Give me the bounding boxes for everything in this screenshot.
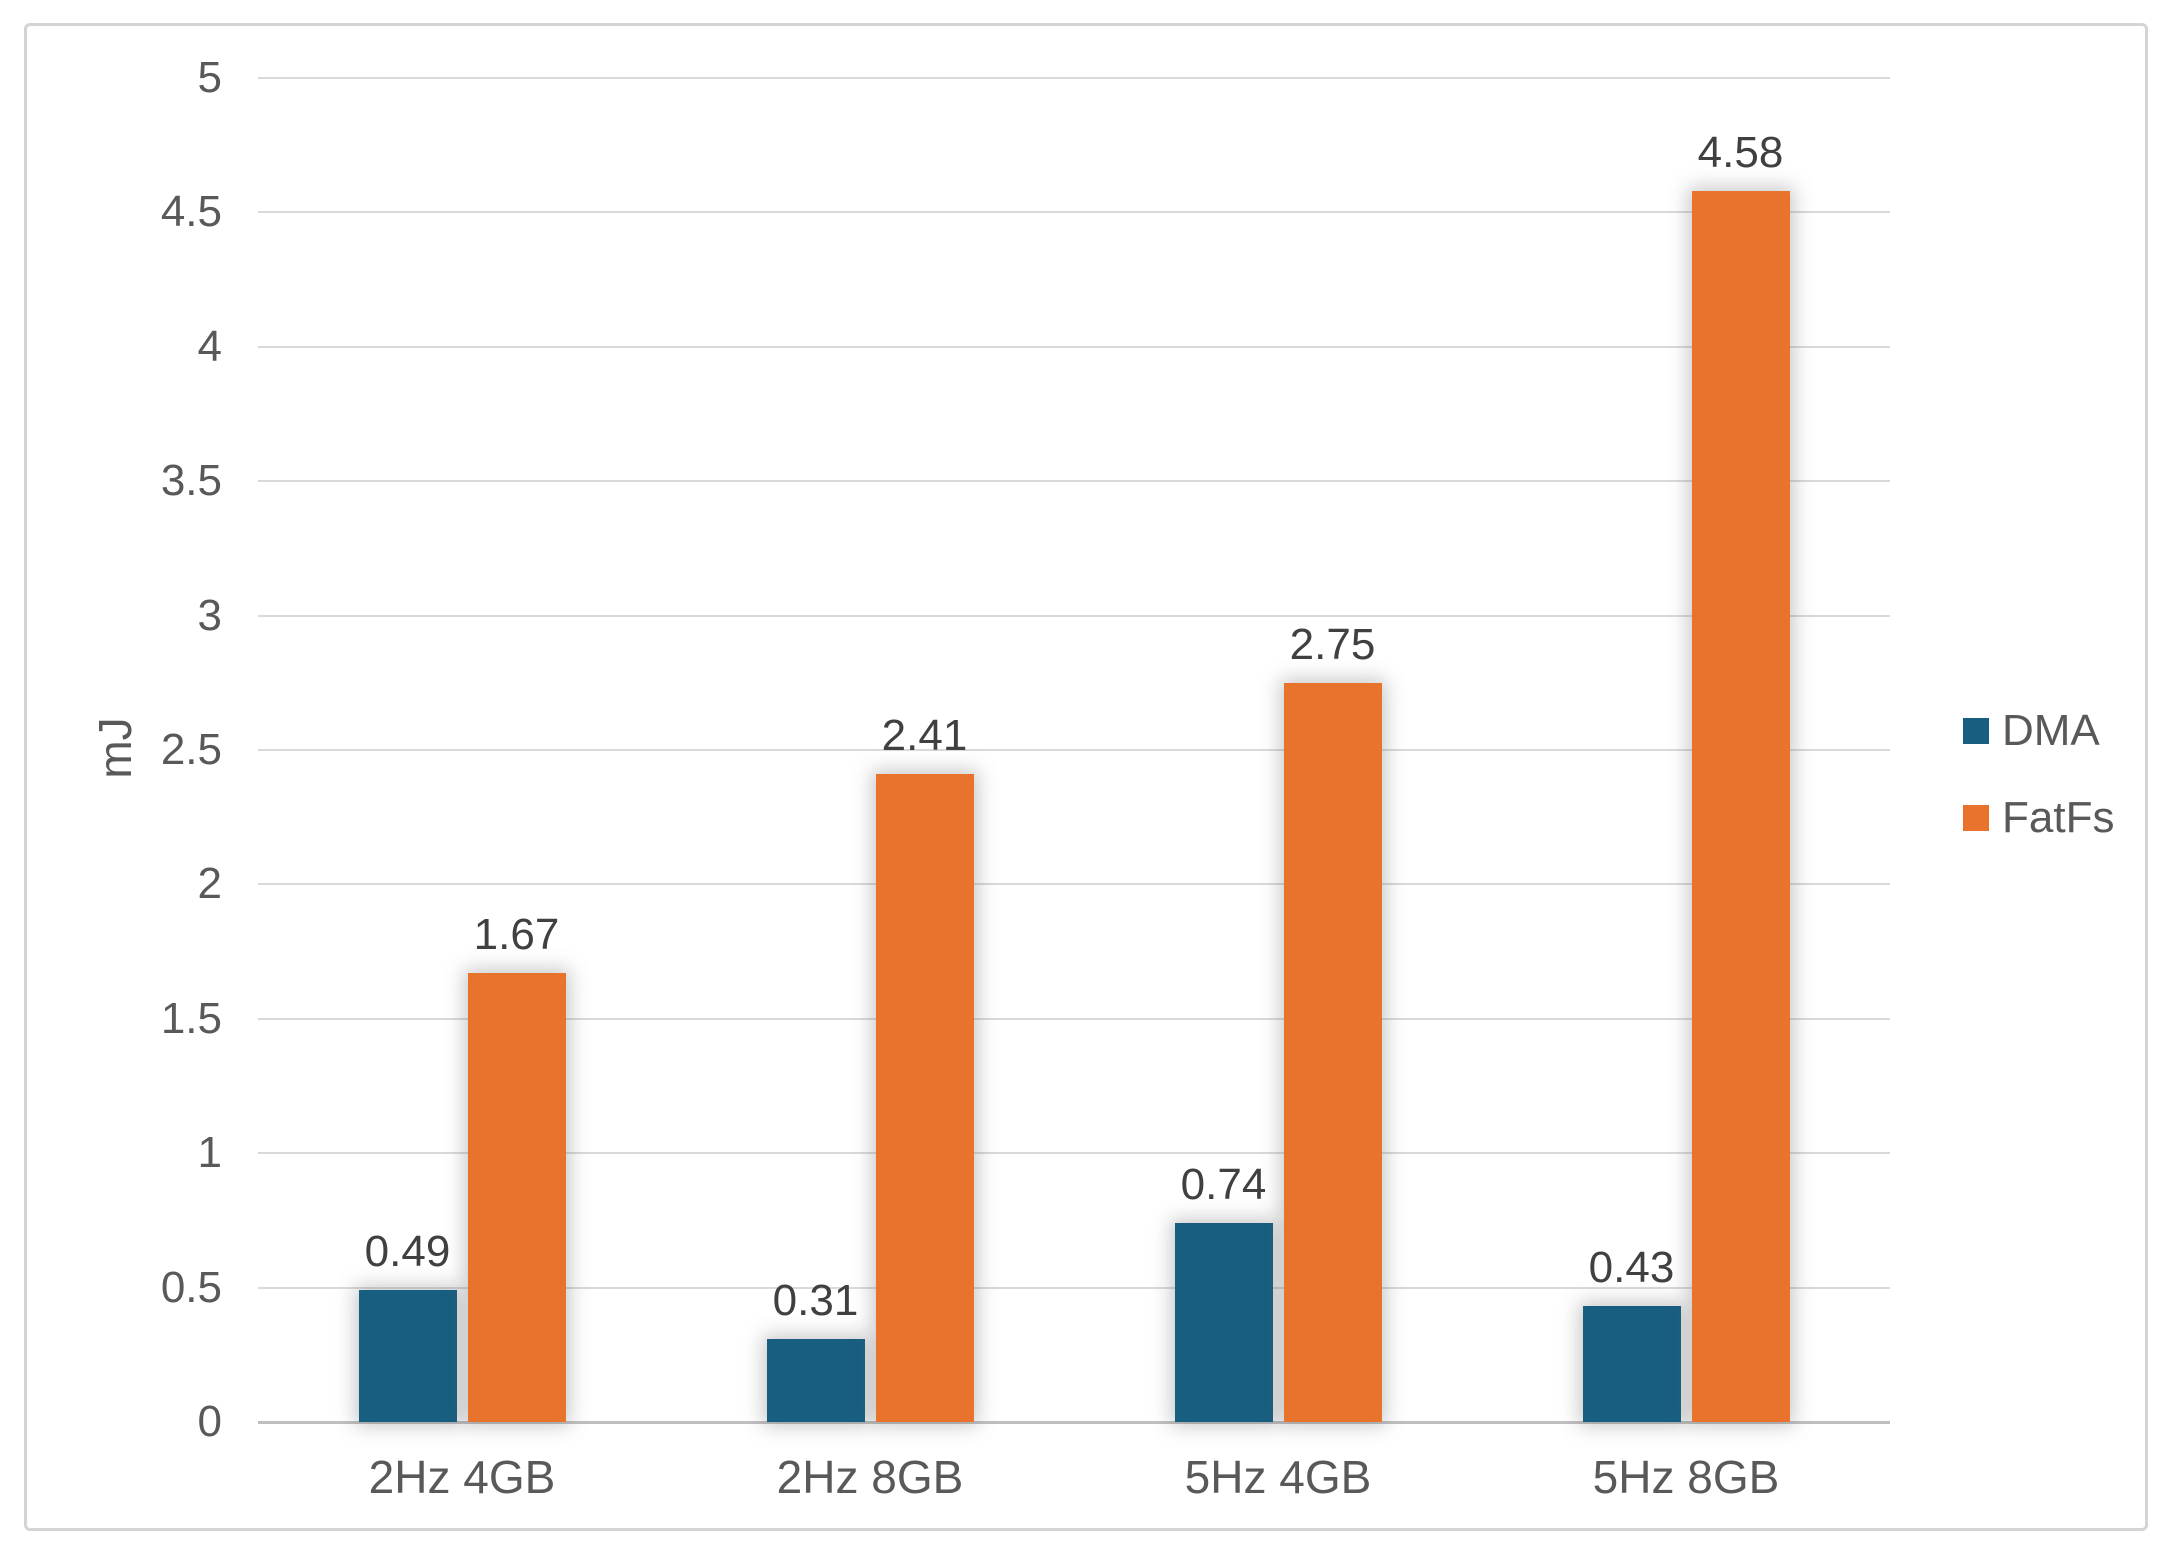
y-tick-label: 0.5 [160, 1262, 222, 1312]
bar-value-label: 0.43 [1588, 1243, 1675, 1292]
x-category-label: 5Hz 8GB [1592, 1451, 1780, 1503]
legend-item-dma: DMA [1963, 706, 2100, 756]
chart-border [24, 23, 2148, 1531]
bar-fatfs [467, 973, 566, 1422]
bar-value-label: 4.58 [1697, 128, 1784, 177]
gridline [258, 480, 1890, 483]
gridline [258, 883, 1890, 886]
y-tick-label: 5 [197, 53, 222, 102]
legend-item-label: DMA [2002, 706, 2100, 755]
gridline [258, 614, 1890, 617]
gridline [258, 211, 1890, 214]
bar-value-label: 0.74 [1180, 1160, 1267, 1209]
y-tick-label: 3 [197, 590, 222, 640]
gridline [258, 749, 1890, 751]
y-tick-label: 2.5 [160, 725, 222, 774]
y-tick-label: 2 [197, 859, 222, 909]
gridline [258, 1152, 1890, 1155]
bar-value-label: 0.49 [364, 1227, 451, 1276]
y-tick-label: 0 [197, 1397, 222, 1446]
bar-value-label: 1.67 [473, 910, 560, 959]
x-axis-line [258, 1421, 1890, 1424]
x-category-label: 5Hz 4GB [1184, 1451, 1372, 1503]
bar-fatfs [1283, 683, 1382, 1422]
legend-item-fatfs: FatFs [1963, 793, 2114, 843]
gridline [258, 77, 1890, 79]
gridline [258, 345, 1890, 348]
bar-dma [1174, 1223, 1273, 1422]
y-tick-label: 1.5 [160, 993, 222, 1043]
bar-fatfs [1691, 191, 1790, 1422]
bar-dma [766, 1339, 865, 1422]
y-tick-label: 1 [197, 1128, 222, 1178]
x-category-label: 2Hz 8GB [776, 1451, 964, 1503]
bar-dma [358, 1290, 457, 1422]
y-tick-label: 4.5 [160, 187, 222, 237]
y-tick-label: 4 [197, 321, 222, 371]
x-category-label: 2Hz 4GB [368, 1451, 556, 1503]
bar-value-label: 2.75 [1289, 620, 1376, 669]
gridline [258, 1017, 1890, 1020]
legend-swatch-dma [1963, 718, 1989, 744]
y-axis-title: mJ [89, 717, 141, 779]
gridline [258, 1286, 1890, 1289]
bar-dma [1582, 1306, 1681, 1422]
bar-fatfs [875, 774, 974, 1422]
bar-value-label: 0.31 [772, 1276, 859, 1325]
y-tick-label: 3.5 [160, 456, 222, 506]
bar-value-label: 2.41 [881, 711, 968, 760]
legend-item-label: FatFs [2002, 793, 2115, 842]
legend-swatch-fatfs [1963, 805, 1989, 831]
